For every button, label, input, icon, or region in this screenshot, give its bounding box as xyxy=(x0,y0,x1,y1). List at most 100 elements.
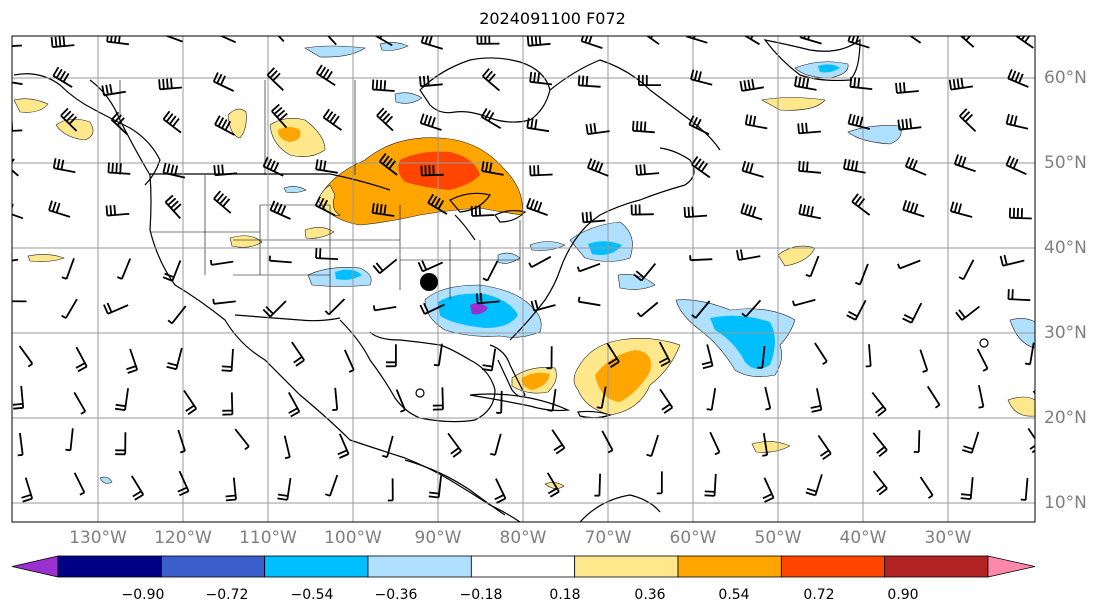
wind-barb xyxy=(645,36,660,45)
colorbar-tick-label: −0.54 xyxy=(290,587,334,603)
wind-barb xyxy=(953,154,976,173)
wind-barb xyxy=(635,164,660,176)
wind-barb xyxy=(166,347,183,371)
wind-barb xyxy=(1005,113,1029,130)
wind-barb xyxy=(420,165,444,177)
wind-barb xyxy=(638,75,661,86)
wind-barb xyxy=(683,206,708,218)
map-title: 2024091100 F072 xyxy=(479,9,626,28)
wind-barb xyxy=(909,36,922,44)
wind-barb xyxy=(743,36,760,46)
wind-barb xyxy=(805,255,820,278)
wind-barb xyxy=(926,385,941,409)
wind-barb xyxy=(271,103,288,129)
central-america xyxy=(404,459,506,516)
wind-barb xyxy=(792,298,816,307)
wind-barb xyxy=(528,255,552,268)
wind-barb xyxy=(432,387,444,411)
wind-barb xyxy=(895,82,919,94)
wind-barb xyxy=(371,79,395,92)
colorbar-extend-min xyxy=(11,555,59,578)
wind-barb xyxy=(530,299,556,312)
wind-barb xyxy=(949,201,973,218)
wind-barb xyxy=(73,472,86,496)
wind-barb xyxy=(1020,477,1029,501)
country-border-ca xyxy=(150,173,391,191)
wind-barb xyxy=(581,211,606,224)
lon-label: 60°W xyxy=(669,528,717,548)
wind-barb xyxy=(576,262,601,273)
wind-barb xyxy=(332,387,339,411)
wind-barb xyxy=(162,162,186,179)
wind-barb xyxy=(177,429,186,454)
wind-barb xyxy=(962,431,980,454)
wind-barb xyxy=(475,292,500,305)
wind-barb xyxy=(60,107,78,132)
wind-barb xyxy=(371,202,395,217)
alaska-coast xyxy=(13,73,161,186)
wind-barb xyxy=(688,115,710,136)
wind-barb xyxy=(419,113,442,131)
wind-barb xyxy=(262,156,284,177)
wind-barb xyxy=(976,348,989,372)
wind-barb xyxy=(814,342,828,365)
wind-barb xyxy=(904,156,927,176)
wind-barb xyxy=(701,344,714,370)
wind-barb xyxy=(372,305,397,312)
wind-barb xyxy=(61,257,75,280)
wind-barb xyxy=(762,433,769,457)
wind-barb xyxy=(374,36,393,47)
colorbar-segment xyxy=(574,555,679,578)
coastlines xyxy=(13,38,989,522)
lon-label: 40°W xyxy=(839,528,887,548)
lon-label: 120°W xyxy=(154,528,212,548)
wind-barb xyxy=(315,159,338,174)
wind-barb xyxy=(546,346,553,370)
wind-barb xyxy=(266,67,284,91)
wind-barb xyxy=(433,343,443,367)
wind-barb xyxy=(596,386,607,409)
location-marker xyxy=(420,273,438,291)
greenland xyxy=(763,38,861,82)
wind-barb xyxy=(213,164,238,177)
island xyxy=(415,388,425,398)
wind-barb xyxy=(794,75,817,91)
wind-barb xyxy=(685,36,708,44)
wind-barb xyxy=(101,83,126,97)
wind-barb xyxy=(12,300,27,303)
wind-barb xyxy=(291,341,305,367)
wind-barb xyxy=(427,193,448,215)
east-coast xyxy=(509,147,695,341)
wind-barb xyxy=(115,432,127,456)
wind-barb xyxy=(526,117,550,133)
wind-barb xyxy=(428,475,442,499)
lat-label: 10°N xyxy=(1044,493,1087,513)
colorbar-segment xyxy=(57,555,162,578)
wind-barb xyxy=(691,300,711,319)
lon-label: 90°W xyxy=(414,528,462,548)
wind-barb xyxy=(797,122,821,135)
wind-barb xyxy=(221,348,234,372)
wind-barb xyxy=(395,389,406,413)
wind-barb xyxy=(131,475,145,501)
colorbar-tick-label: 0.36 xyxy=(634,587,666,603)
wind-barb xyxy=(164,194,182,220)
wind-barb xyxy=(690,69,713,86)
lon-label: 130°W xyxy=(69,528,127,548)
wind-barb xyxy=(902,302,923,324)
wind-barb xyxy=(551,429,566,455)
wind-barb xyxy=(158,78,182,91)
colorbar-tick-label: −0.36 xyxy=(374,587,418,603)
wind-barb xyxy=(948,77,974,91)
wind-barb xyxy=(222,392,234,416)
wind-barb xyxy=(632,120,655,134)
wind-barb xyxy=(709,431,721,456)
wind-barb xyxy=(805,474,823,497)
wind-barb xyxy=(219,36,237,44)
wind-barb xyxy=(704,473,717,497)
island xyxy=(979,338,989,348)
wind-barb xyxy=(843,158,866,174)
wind-barb xyxy=(529,71,553,86)
colorbar-tick-label: 0.18 xyxy=(549,587,581,603)
